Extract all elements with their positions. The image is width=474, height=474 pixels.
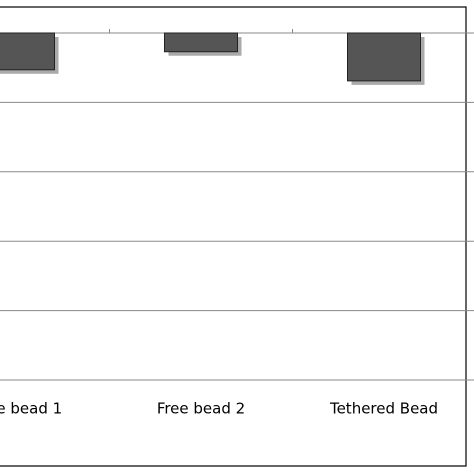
bar (347, 32, 421, 82)
x-tick-label: Tethered Bead (329, 400, 438, 418)
marks: Free bead 1 Free bead 2 Tethered Bead (0, 32, 438, 418)
bar (0, 32, 55, 71)
bar (164, 32, 238, 53)
x-tick-label: Free bead 2 (157, 400, 245, 418)
x-tick-label: Free bead 1 (0, 400, 62, 418)
